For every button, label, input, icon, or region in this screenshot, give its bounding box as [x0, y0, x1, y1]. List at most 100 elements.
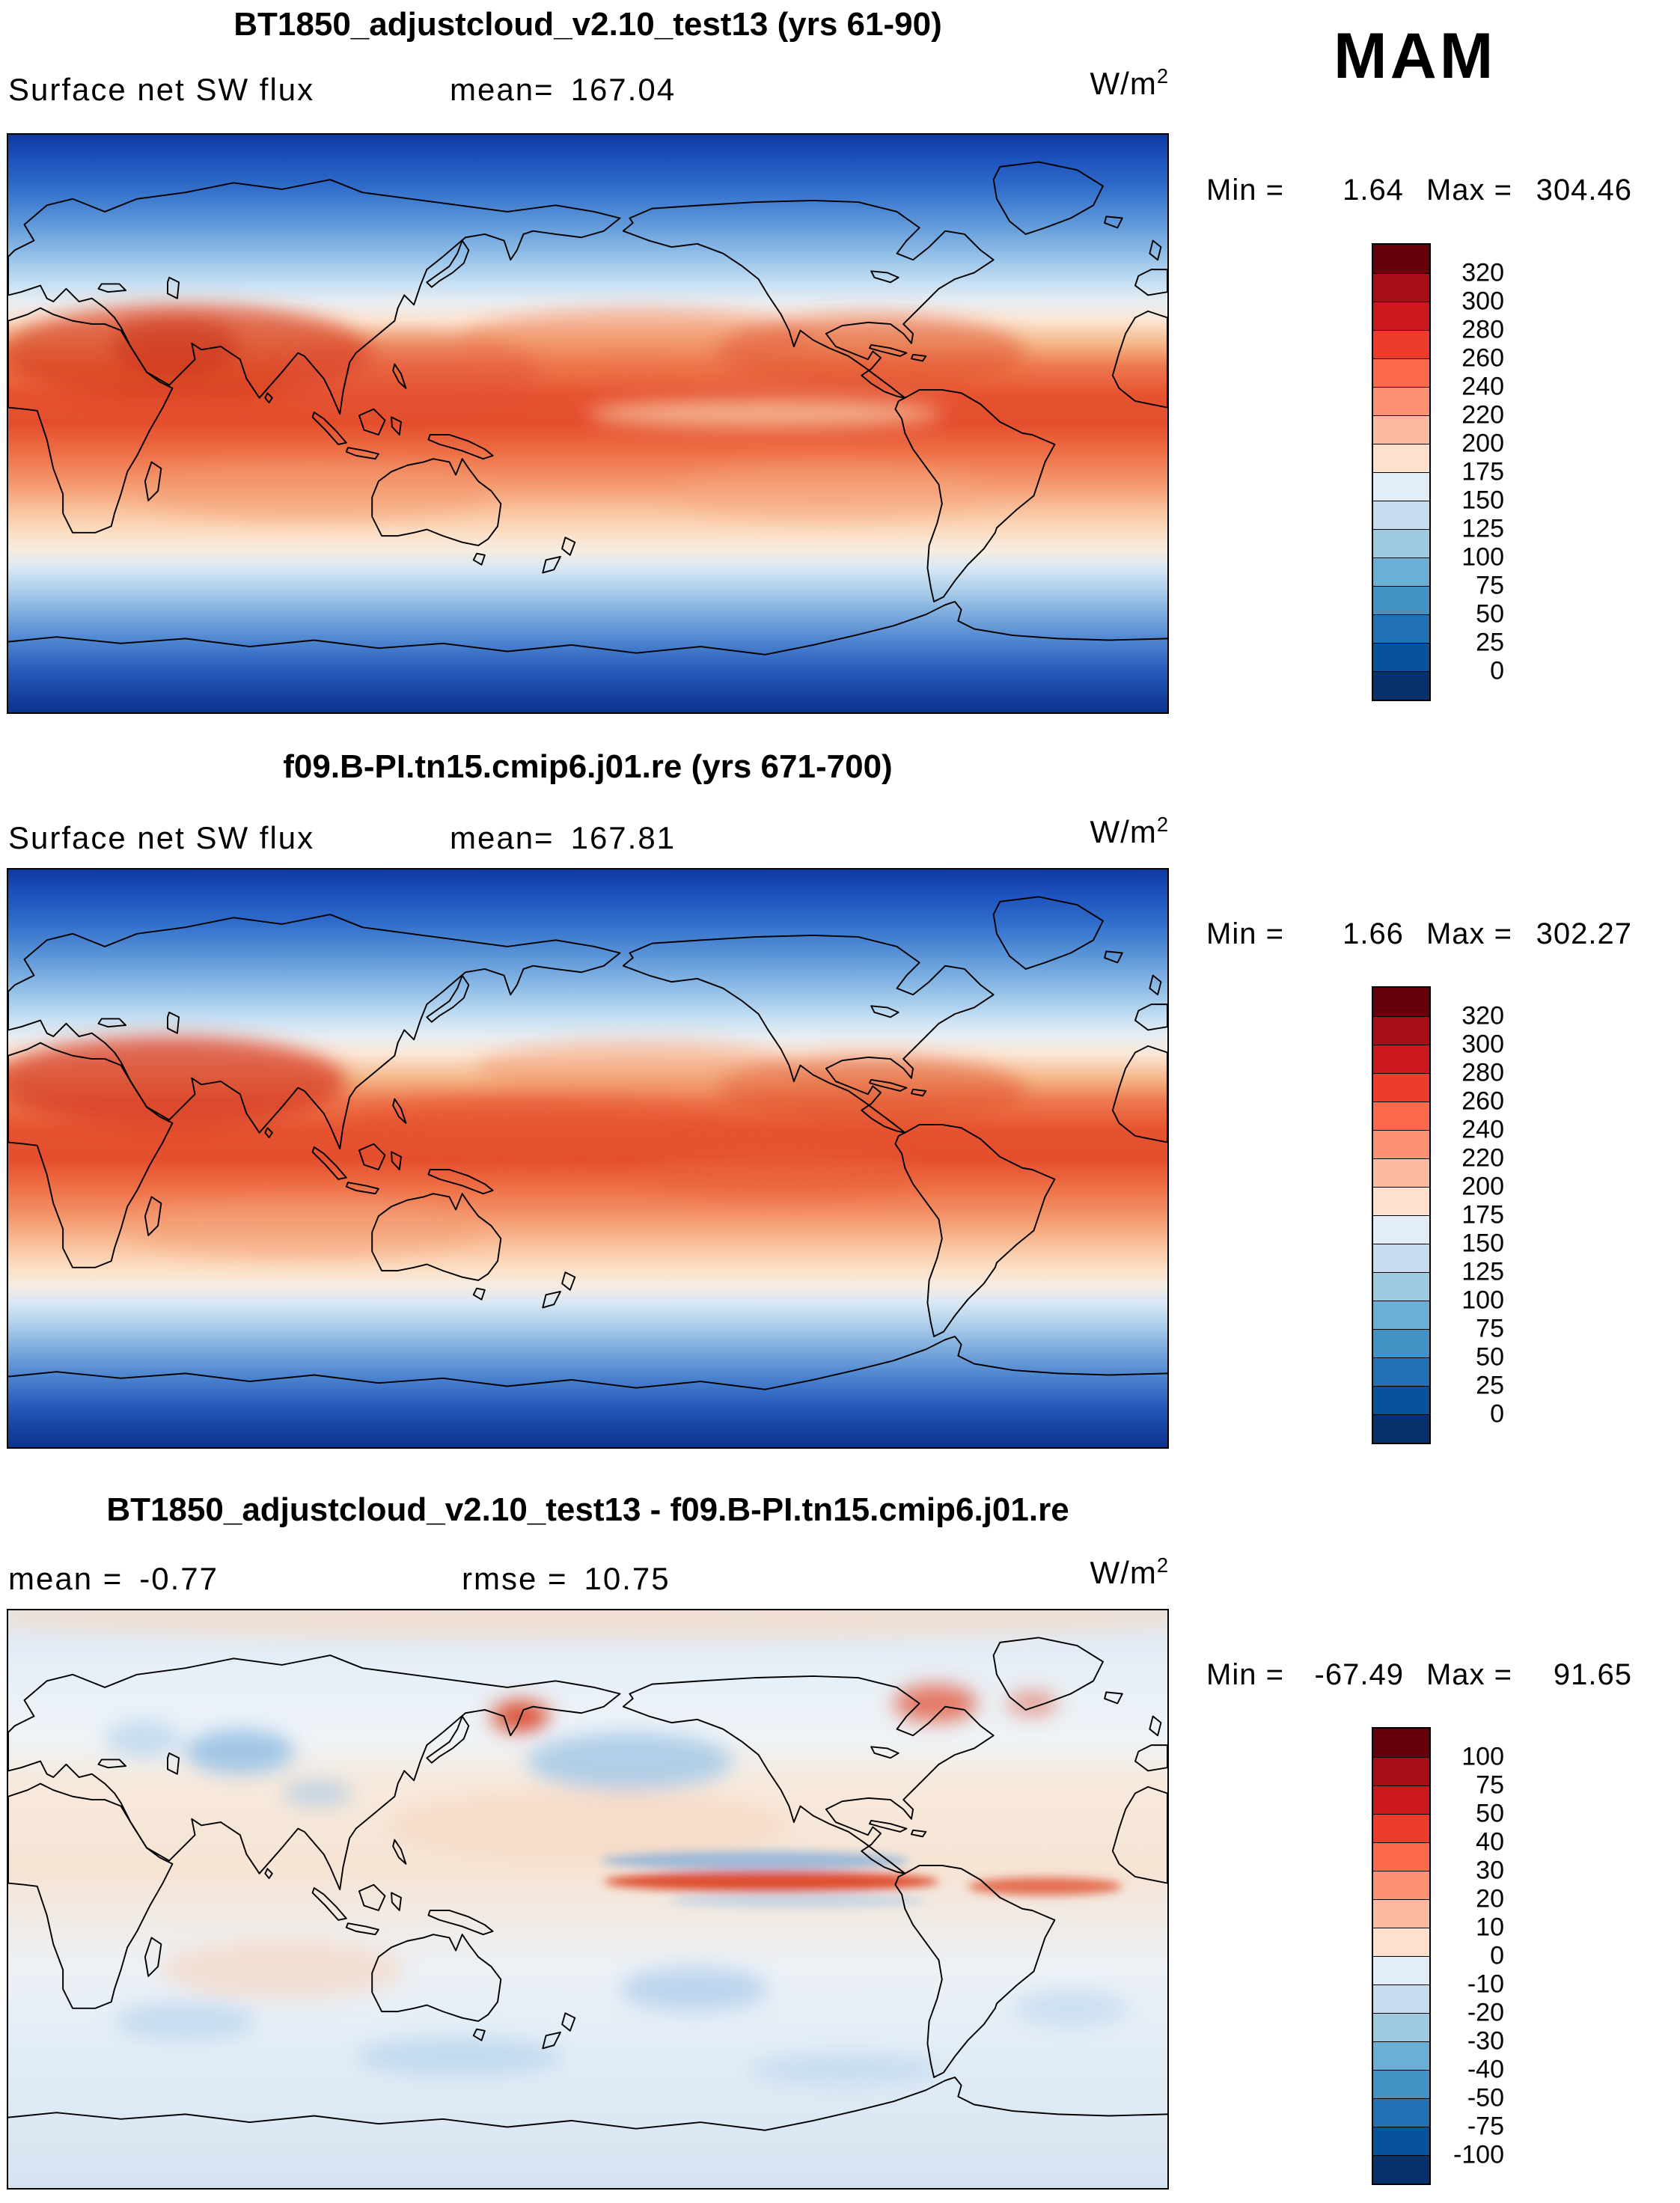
colorbar-box [1373, 245, 1429, 273]
colorbar-boxes [1372, 1727, 1431, 2185]
colorbar-box [1373, 1215, 1429, 1244]
panel2-title: f09.B-PI.tn15.cmip6.j01.re (yrs 671-700) [283, 748, 893, 785]
panel3-stats-row: mean = -0.77 rmse = 10.75 W/m2 [7, 1553, 1169, 1601]
panel2-max-value: 302.27 [1536, 917, 1632, 950]
colorbar-label: 20 [1476, 1884, 1504, 1913]
colorbar-box [1373, 1871, 1429, 1899]
colorbar-box [1373, 643, 1429, 671]
colorbar-box [1373, 1045, 1429, 1073]
colorbar-label: 260 [1461, 343, 1504, 373]
panel1-field-label: Surface net SW flux [8, 72, 315, 107]
panel3-anomaly-blobs [8, 1610, 1167, 2086]
panel2-map-svg [8, 870, 1167, 1447]
colorbar-label: 150 [1461, 1229, 1504, 1258]
panel1-anomaly-blobs [8, 305, 1026, 520]
panel3-equatorial-streaks [600, 1851, 1122, 1908]
panel3-mean: mean = -0.77 [8, 1561, 219, 1597]
colorbar-box [1373, 302, 1429, 330]
colorbar-label: 150 [1461, 486, 1504, 515]
panel3-rmse: rmse = 10.75 [462, 1561, 671, 1597]
colorbar-box [1373, 1928, 1429, 1956]
panel3-map [7, 1609, 1169, 2190]
colorbar-box [1373, 1301, 1429, 1329]
panel3-mean-value: -0.77 [139, 1561, 219, 1596]
colorbar-label: 10 [1476, 1913, 1504, 1942]
colorbar-box [1373, 1130, 1429, 1158]
panel3-max-label: Max = [1426, 1658, 1512, 1691]
panel2-min-label: Min = [1206, 917, 1284, 950]
panel3-colorbar: 100 75 50 40 30 20 10 0 -10 -20 -30 -40 -50 -75 -100 [1372, 1727, 1536, 2191]
season-label: MAM [1334, 20, 1497, 92]
colorbar-box [1373, 2041, 1429, 2070]
colorbar-label: -20 [1467, 1998, 1504, 2027]
colorbar-label: 175 [1461, 457, 1504, 486]
colorbar-box [1373, 415, 1429, 444]
colorbar-label: 260 [1461, 1087, 1504, 1116]
panel1-minmax: Min = 1.64 Max = 304.46 [1206, 174, 1676, 207]
colorbar-box [1373, 1187, 1429, 1215]
colorbar-label: 125 [1461, 1257, 1504, 1286]
colorbar-label: -10 [1467, 1970, 1504, 1999]
panel3-min-label: Min = [1206, 1658, 1284, 1691]
panel3-map-svg [8, 1610, 1167, 2188]
panel1-units-base: W/m [1090, 66, 1157, 101]
panel3-rmse-label: rmse = [462, 1561, 568, 1596]
panel2-mean-value: 167.81 [570, 820, 676, 855]
colorbar-label: 25 [1476, 628, 1504, 657]
panel2-minmax: Min = 1.66 Max = 302.27 [1206, 917, 1676, 951]
panel1-mean-value: 167.04 [570, 72, 676, 107]
colorbar-label: 75 [1476, 1770, 1504, 1800]
panel3-units: W/m2 [1090, 1553, 1169, 1591]
colorbar-box [1373, 1899, 1429, 1928]
colorbar-box [1373, 614, 1429, 643]
panel2-units-exponent: 2 [1156, 813, 1169, 836]
panel2-field-layer [8, 870, 1167, 1447]
panel2-min-value: 1.66 [1343, 917, 1404, 950]
panel3-minmax: Min = -67.49 Max = 91.65 [1206, 1658, 1676, 1692]
panel2-units: W/m2 [1090, 813, 1169, 850]
colorbar-box [1373, 1016, 1429, 1045]
colorbar-label: 220 [1461, 1143, 1504, 1173]
colorbar-label: 50 [1476, 599, 1504, 629]
colorbar-label: 25 [1476, 1371, 1504, 1400]
colorbar-box [1373, 988, 1429, 1016]
colorbar-box [1373, 529, 1429, 557]
panel1-mean-label: mean= [450, 72, 555, 107]
colorbar-box [1373, 1244, 1429, 1272]
colorbar-box [1373, 358, 1429, 387]
colorbar-label: 100 [1461, 1742, 1504, 1771]
panel1-stats-row: Surface net SW flux mean= 167.04 W/m2 [7, 64, 1169, 112]
colorbar-label: 0 [1490, 1941, 1504, 1970]
panel3-field-layer [8, 1610, 1167, 2188]
colorbar-label: 300 [1461, 1030, 1504, 1059]
colorbar-box [1373, 1329, 1429, 1357]
colorbar-box [1373, 1272, 1429, 1301]
colorbar-box [1373, 1785, 1429, 1814]
panel1-map [7, 133, 1169, 714]
colorbar-box [1373, 1158, 1429, 1187]
panel1-field-layer [8, 135, 1167, 712]
colorbar-label: 0 [1490, 656, 1504, 685]
colorbar-label: 175 [1461, 1200, 1504, 1229]
colorbar-label: 125 [1461, 514, 1504, 543]
panel2-units-base: W/m [1090, 814, 1157, 849]
colorbar-box [1373, 387, 1429, 415]
colorbar-box [1373, 2155, 1429, 2184]
colorbar-box [1373, 1102, 1429, 1130]
panel2-stats-row: Surface net SW flux mean= 167.81 W/m2 [7, 813, 1169, 861]
colorbar-label: 200 [1461, 429, 1504, 458]
panel3-units-exponent: 2 [1156, 1553, 1169, 1577]
panel2-mean: mean= 167.81 [450, 820, 676, 856]
colorbar-box [1373, 557, 1429, 586]
colorbar-box [1373, 330, 1429, 358]
panel1-mean: mean= 167.04 [450, 72, 676, 108]
panel1-units: W/m2 [1090, 64, 1169, 102]
colorbar-box [1373, 2127, 1429, 2155]
colorbar-box [1373, 273, 1429, 302]
panel2-map [7, 868, 1169, 1449]
colorbar-box [1373, 2013, 1429, 2041]
colorbar-label: 320 [1461, 1001, 1504, 1030]
colorbar-boxes [1372, 243, 1431, 701]
colorbar-label: 75 [1476, 571, 1504, 600]
